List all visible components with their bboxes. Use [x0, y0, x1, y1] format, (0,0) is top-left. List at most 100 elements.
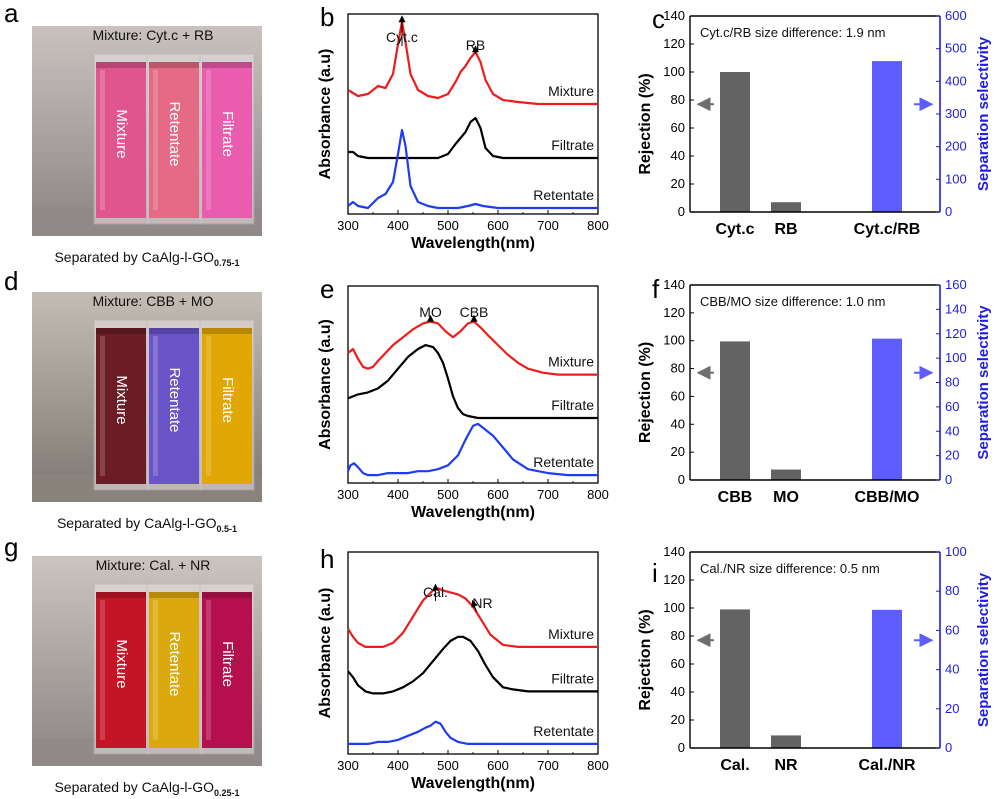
bar-selectivity [872, 61, 902, 212]
category-label: Cal./NR [859, 757, 916, 774]
y2-tick-label: 100 [945, 544, 967, 559]
peak-label: CBB [460, 304, 489, 320]
y-tick-label: 60 [671, 120, 685, 135]
x-tick-label: 800 [587, 758, 609, 773]
photo-title: Mixture: Cal. + NR [96, 557, 211, 573]
category-label: CBB/MO [855, 489, 920, 506]
x-tick-label: 400 [387, 487, 409, 502]
vial-liquid [202, 328, 252, 484]
panel-letter: e [320, 274, 334, 304]
y2-tick-label: 40 [945, 423, 959, 438]
y2-tick-label: 40 [945, 662, 959, 677]
y-tick-label: 140 [663, 8, 685, 23]
y-tick-label: 0 [678, 740, 685, 755]
series-label: Mixture [548, 626, 594, 642]
spectrum-chart-h: 300 400 500 600 700 800 Wavelength(nm) Absorban… [317, 544, 609, 792]
y-tick-label: 80 [671, 361, 685, 376]
size-difference-note: Cal./NR size difference: 0.5 nm [700, 561, 880, 576]
y-tick-label: 40 [671, 684, 685, 699]
x-axis-title: Wavelength(nm) [411, 504, 535, 521]
x-tick-label: 700 [537, 218, 559, 233]
y2-tick-label: 400 [945, 73, 967, 88]
y2-tick-label: 60 [945, 399, 959, 414]
y-tick-label: 80 [671, 92, 685, 107]
caption-main: Separated by CaAlg-l-GO [54, 779, 214, 795]
series-line-filtrate [347, 635, 598, 695]
panel-letter: a [4, 0, 19, 28]
vial-liquid [96, 328, 146, 484]
y-tick-label: 100 [663, 600, 685, 615]
y2-tick-label: 160 [945, 277, 967, 292]
category-label: NR [774, 757, 798, 774]
category-label: RB [774, 221, 797, 238]
series-label: Filtrate [551, 397, 594, 413]
bar-rejection-cal [720, 609, 750, 748]
panel-letter: d [4, 266, 18, 296]
y-tick-label: 20 [671, 176, 685, 191]
y2-tick-label: 60 [945, 622, 959, 637]
caption-main: Separated by CaAlg-l-GO [54, 249, 214, 265]
y-axis-title: Rejection (%) [637, 73, 654, 174]
y2-tick-label: 120 [945, 326, 967, 341]
vial-liquid [202, 592, 252, 748]
vial-mixture: Mixture [93, 319, 149, 491]
y2-tick-label: 500 [945, 41, 967, 56]
series-line-retentate [347, 128, 598, 210]
y-tick-label: 80 [671, 628, 685, 643]
series-label: Retentate [533, 187, 594, 203]
x-tick-label: 600 [487, 218, 509, 233]
y2-tick-label: 0 [945, 204, 952, 219]
x-tick-label: 600 [487, 487, 509, 502]
y2-tick-label: 0 [945, 740, 952, 755]
vial-retentate: Retentate [146, 53, 202, 225]
vial-mixture: Mixture [93, 53, 149, 225]
photo-caption: Separated by CaAlg-l-GO0.75-1 [54, 249, 239, 268]
y-tick-label: 60 [671, 388, 685, 403]
series-label: Retentate [533, 454, 594, 470]
y-tick-label: 140 [663, 277, 685, 292]
panel-letter: i [652, 558, 658, 588]
series-line-mixture [347, 587, 598, 648]
size-difference-note: CBB/MO size difference: 1.0 nm [700, 294, 885, 309]
y2-axis-title: Separation selectivity [975, 572, 992, 727]
x-axis-title: Wavelength(nm) [411, 775, 535, 792]
series-line-retentate [348, 720, 598, 745]
vial-liquid [96, 592, 146, 748]
peak-label: RB [466, 37, 485, 53]
category-label: Cal. [720, 757, 749, 774]
peak-arrow [471, 599, 478, 613]
category-label: Cyt.c [715, 221, 754, 238]
series-line-filtrate [347, 344, 598, 420]
vial-filtrate: Filtrate [199, 583, 255, 755]
x-tick-label: 300 [337, 758, 359, 773]
photo-panel-g: Mixture Retentate Filtrate Mixture: Cal. + … [4, 532, 262, 798]
vial-label: Filtrate [219, 641, 236, 687]
vial-label: Mixture [113, 109, 130, 158]
series-label: Mixture [548, 83, 594, 99]
photo-panel-d: Mixture Retentate Filtrate Mixture: CBB + M… [4, 266, 262, 534]
size-difference-note: Cyt.c/RB size difference: 1.9 nm [700, 25, 885, 40]
category-label: CBB [718, 489, 753, 506]
panel-letter: h [320, 544, 334, 574]
x-tick-label: 500 [437, 487, 459, 502]
x-tick-label: 800 [587, 487, 609, 502]
bar-chart-i: 0 20 40 60 80 100 120 140 0 20 40 60 80 100 Cal. NR Cal.… [637, 544, 992, 774]
series-line-mixture [347, 20, 598, 106]
series-label: Filtrate [551, 137, 594, 153]
series-label: Mixture [548, 354, 594, 370]
y-tick-label: 140 [663, 544, 685, 559]
caption-subscript: 0.5-1 [217, 524, 238, 534]
caption-main: Separated by CaAlg-l-GO [57, 515, 217, 531]
vial-label: Mixture [113, 375, 130, 424]
y-tick-label: 60 [671, 656, 685, 671]
y2-tick-label: 0 [945, 472, 952, 487]
vial-label: Retentate [166, 367, 183, 432]
x-axis-title: Wavelength(nm) [411, 235, 535, 252]
y-tick-label: 0 [678, 204, 685, 219]
vial-retentate: Retentate [146, 583, 202, 755]
x-tick-label: 500 [437, 758, 459, 773]
x-tick-label: 600 [487, 758, 509, 773]
category-label: MO [773, 489, 799, 506]
y2-tick-label: 200 [945, 139, 967, 154]
series-label: Retentate [533, 723, 594, 739]
